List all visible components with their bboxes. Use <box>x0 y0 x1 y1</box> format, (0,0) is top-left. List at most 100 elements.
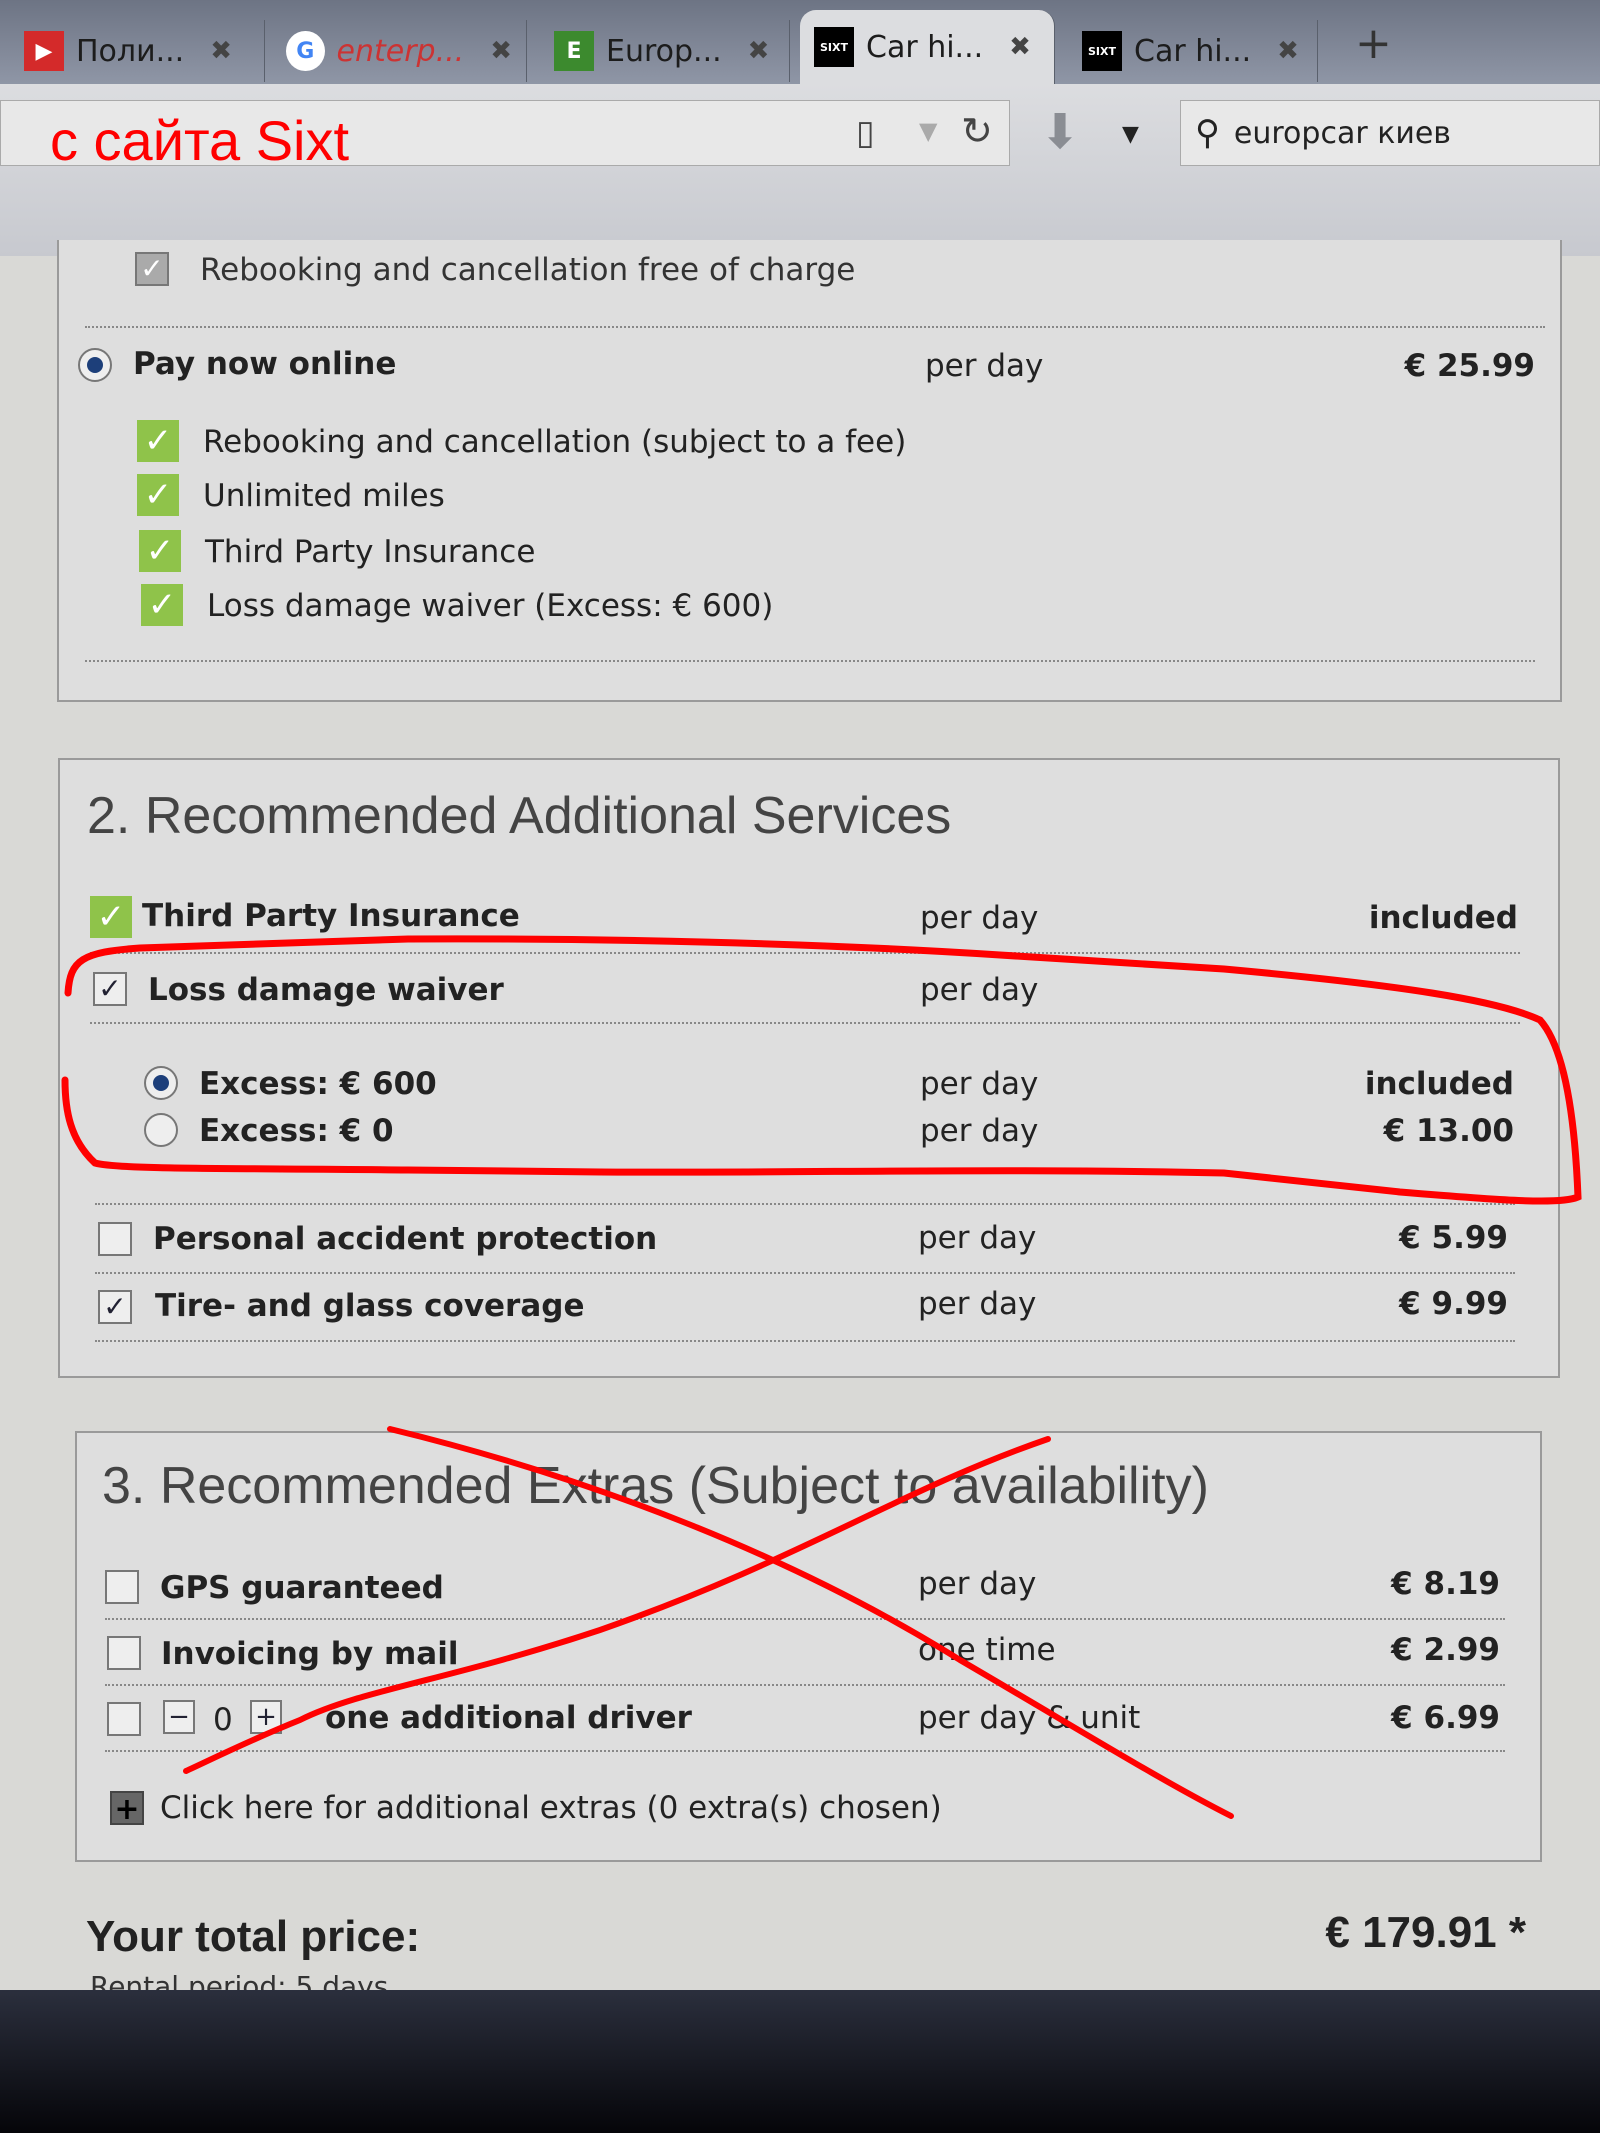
monitor-bezel <box>0 1990 1600 2133</box>
tab-europcar[interactable]: E Europ... ✖ <box>540 20 790 82</box>
check-icon: ✓ <box>141 584 183 626</box>
service-unit: per day <box>920 972 1039 1008</box>
excess-label: Excess: € 0 <box>199 1113 394 1149</box>
tab-sixt[interactable]: SIXT Car hi... ✖ <box>1068 20 1318 82</box>
tire-glass-checkbox[interactable]: ✓ <box>98 1290 132 1324</box>
dropdown-icon[interactable]: ▼ <box>919 117 938 145</box>
europcar-icon: E <box>554 31 594 71</box>
annotation-cross-line-2 <box>183 1436 1051 1774</box>
extra-price: € 6.99 <box>1391 1700 1500 1736</box>
sixt-icon: SIXT <box>1082 31 1122 71</box>
check-icon: ✓ <box>90 896 132 938</box>
menu-dropdown-icon[interactable]: ▼ <box>1122 122 1139 147</box>
tab-label: Car hi... <box>866 29 984 65</box>
driver-checkbox[interactable] <box>107 1702 141 1736</box>
divider <box>105 1750 1505 1752</box>
divider <box>105 1684 1505 1686</box>
close-tab-icon[interactable]: ✖ <box>747 36 770 66</box>
divider <box>90 952 1520 954</box>
section-title: 2. Recommended Additional Services <box>87 787 952 845</box>
tab-sixt-active[interactable]: SIXT Car hi... ✖ <box>800 10 1055 84</box>
excess-0-radio[interactable] <box>144 1113 178 1147</box>
close-tab-icon[interactable]: ✖ <box>1009 32 1031 62</box>
total-price-label: Your total price: <box>86 1912 421 1961</box>
search-input[interactable]: ⚲ europcar киев <box>1180 100 1600 166</box>
pay-now-radio[interactable] <box>78 348 112 382</box>
rebooking-free-label: Rebooking and cancellation free of charg… <box>200 252 856 288</box>
service-unit: per day <box>920 900 1039 936</box>
pay-now-unit: per day <box>925 348 1044 384</box>
service-label: Third Party Insurance <box>142 898 520 934</box>
google-icon: G <box>286 31 325 71</box>
ldw-checkbox[interactable]: ✓ <box>93 972 127 1006</box>
service-label: Loss damage waiver <box>148 972 504 1008</box>
annotation-cross-line-1 <box>387 1426 1234 1819</box>
divider <box>85 660 1535 662</box>
tab-label: Car hi... <box>1134 33 1252 69</box>
tab-label: Поли... <box>76 33 185 69</box>
new-tab-button[interactable]: + <box>1355 18 1392 69</box>
url-bar[interactable]: ▯ ▼ ↻ <box>0 100 1010 166</box>
close-tab-icon[interactable]: ✖ <box>210 36 232 66</box>
pay-now-label: Pay now online <box>133 346 397 382</box>
tab-youtube[interactable]: ▶ Поли... ✖ <box>10 20 265 82</box>
decrement-button[interactable]: − <box>163 1700 195 1734</box>
feature-item: Third Party Insurance <box>205 534 536 570</box>
excess-600-radio[interactable] <box>144 1066 178 1100</box>
rebooking-free-checkbox: ✓ <box>135 252 169 286</box>
reader-view-icon[interactable]: ▯ <box>856 113 875 153</box>
divider <box>90 1022 1520 1024</box>
excess-unit: per day <box>920 1066 1039 1102</box>
driver-quantity[interactable]: 0 <box>213 1702 233 1738</box>
divider <box>95 1340 1515 1342</box>
divider <box>85 326 1545 328</box>
rate-section <box>57 240 1562 702</box>
extras-section <box>75 1431 1542 1862</box>
service-price: € 9.99 <box>1399 1286 1508 1322</box>
gps-checkbox[interactable] <box>105 1570 139 1604</box>
service-label: Tire- and glass coverage <box>155 1288 585 1324</box>
personal-accident-checkbox[interactable] <box>98 1222 132 1256</box>
check-icon: ✓ <box>137 420 179 462</box>
youtube-icon: ▶ <box>24 31 64 71</box>
close-tab-icon[interactable]: ✖ <box>1277 36 1299 66</box>
total-price-value: € 179.91 * <box>1325 1908 1526 1957</box>
check-icon: ✓ <box>139 530 181 572</box>
additional-extras-link[interactable]: Click here for additional extras (0 extr… <box>160 1790 942 1826</box>
excess-unit: per day <box>920 1113 1039 1149</box>
service-unit: per day <box>918 1220 1037 1256</box>
divider <box>95 1203 1515 1205</box>
extra-unit: per day & unit <box>918 1700 1141 1736</box>
annotation-note: с сайта Sixt <box>50 109 350 172</box>
excess-price: € 13.00 <box>1383 1113 1514 1149</box>
close-tab-icon[interactable]: ✖ <box>490 36 512 66</box>
pay-now-price: € 25.99 <box>1404 348 1535 384</box>
feature-item: Loss damage waiver (Excess: € 600) <box>207 588 774 624</box>
excess-label: Excess: € 600 <box>199 1066 437 1102</box>
extra-price: € 2.99 <box>1391 1632 1500 1668</box>
service-unit: per day <box>918 1286 1037 1322</box>
feature-item: Rebooking and cancellation (subject to a… <box>203 424 907 460</box>
extra-price: € 8.19 <box>1391 1566 1500 1602</box>
expand-plus-icon[interactable]: + <box>110 1791 144 1827</box>
download-icon[interactable]: ⬇ <box>1040 104 1081 160</box>
invoicing-checkbox[interactable] <box>107 1636 141 1670</box>
extra-label: Invoicing by mail <box>161 1636 459 1672</box>
service-price: € 5.99 <box>1399 1220 1508 1256</box>
reload-icon[interactable]: ↻ <box>961 109 993 153</box>
service-price: included <box>1368 900 1518 936</box>
annotation-circle <box>61 935 1582 1205</box>
check-icon: ✓ <box>137 474 179 516</box>
sixt-icon: SIXT <box>814 27 854 67</box>
feature-item: Unlimited miles <box>203 478 445 514</box>
excess-price: included <box>1364 1066 1514 1102</box>
tab-label: enterp... <box>336 33 465 69</box>
tab-label: Europ... <box>606 33 722 69</box>
divider <box>105 1618 1505 1620</box>
service-label: Personal accident protection <box>153 1221 658 1257</box>
extra-unit: per day <box>918 1566 1037 1602</box>
section-title: 3. Recommended Extras (Subject to availa… <box>102 1457 1209 1515</box>
